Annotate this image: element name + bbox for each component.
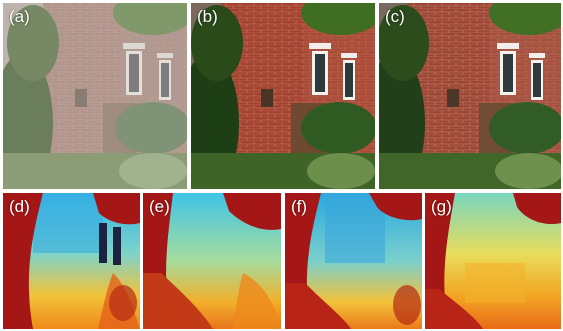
hazy-house-photo [3,3,187,189]
depth-map-panel-e: (e) [143,193,281,329]
photo-panel-c: (c) [379,3,561,189]
depth-map-panel-f: (f) [285,193,422,329]
depth-map-image [3,193,140,329]
photo-panel-a: (a) [3,3,187,189]
depth-map-image [285,193,422,329]
depth-map-panel-g: (g) [425,193,561,329]
depth-map-image [143,193,281,329]
depth-map-image [425,193,561,329]
photo-panel-b: (b) [191,3,375,189]
dehazed-house-photo [379,3,561,189]
depth-map-panel-d: (d) [3,193,140,329]
dehazed-house-photo [191,3,375,189]
